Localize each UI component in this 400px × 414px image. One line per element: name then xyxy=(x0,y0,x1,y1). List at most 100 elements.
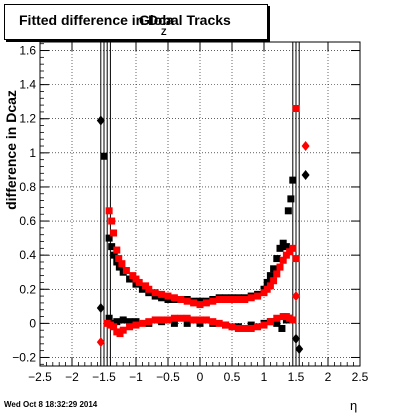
x-tick-label: 1 xyxy=(261,370,268,384)
data-point-square xyxy=(105,314,113,322)
data-point-square xyxy=(183,319,191,327)
y-tick-label: 1.6 xyxy=(19,44,36,58)
data-point-square xyxy=(158,290,166,298)
data-point-square xyxy=(118,260,126,268)
timestamp: Wed Oct 8 18:32:29 2014 xyxy=(4,400,98,409)
data-point-square xyxy=(241,295,249,303)
data-point-square xyxy=(119,316,127,324)
data-point-square xyxy=(273,255,281,263)
title-box: Fitted difference in Dca Z Global Tracks xyxy=(4,4,268,40)
data-point-square xyxy=(260,321,268,329)
data-point-square xyxy=(282,243,290,251)
x-tick-label: 2 xyxy=(325,370,332,384)
data-point-square xyxy=(284,207,292,215)
data-point-square xyxy=(126,318,134,326)
x-tick-label: −2 xyxy=(65,370,79,384)
data-point-square xyxy=(222,295,230,303)
data-point-square xyxy=(273,319,281,327)
data-point-square xyxy=(145,285,153,293)
data-point-square xyxy=(135,278,143,286)
data-point-square xyxy=(209,297,217,305)
data-point-square xyxy=(289,316,297,324)
x-tick-label: 2.5 xyxy=(352,370,369,384)
chart-title-subscript: Z xyxy=(161,27,167,37)
data-point-square xyxy=(170,319,178,327)
data-point-square xyxy=(222,321,230,329)
data-point-square xyxy=(108,243,116,251)
data-point-square xyxy=(190,299,198,307)
data-point-square xyxy=(234,295,242,303)
data-point-square xyxy=(115,255,123,263)
data-point-square xyxy=(292,255,300,263)
data-point-diamond xyxy=(301,170,310,181)
data-point-square xyxy=(196,316,204,324)
x-tick-label: 1.5 xyxy=(288,370,305,384)
data-point-square xyxy=(151,316,159,324)
axis-ticks xyxy=(39,42,361,366)
data-point-square xyxy=(202,316,210,324)
x-tick-label: −1 xyxy=(129,370,143,384)
data-point-diamond xyxy=(295,343,304,354)
data-point-diamond xyxy=(96,303,105,314)
data-point-square xyxy=(278,324,286,332)
data-point-square xyxy=(170,294,178,302)
axis-tick-labels: −2.5 −2 −1.5 −1 −0.5 0 0.5 1 1.5 2 2.5 −0.2 0 0.2 0.4 0… xyxy=(12,44,368,384)
x-tick-label: −1.5 xyxy=(92,370,116,384)
data-point-square xyxy=(126,323,134,331)
data-point-square xyxy=(190,316,198,324)
data-point-square xyxy=(122,267,130,275)
y-tick-label: 0.8 xyxy=(19,180,36,194)
data-point-square xyxy=(105,234,113,242)
data-point-square xyxy=(105,207,113,215)
x-tick-label: 0 xyxy=(197,370,204,384)
data-point-square xyxy=(158,316,166,324)
data-point-square xyxy=(170,314,178,322)
data-point-square xyxy=(164,316,172,324)
data-point-square xyxy=(279,256,287,264)
data-point-square xyxy=(100,152,108,160)
data-point-diamond xyxy=(96,337,105,348)
y-tick-label: 1.4 xyxy=(19,78,36,92)
data-point-diamond xyxy=(292,333,300,344)
x-tick-label: −0.5 xyxy=(156,370,180,384)
x-axis-label: η xyxy=(350,398,358,413)
data-point-diamond xyxy=(292,291,300,302)
data-point-square xyxy=(270,265,278,273)
data-point-square xyxy=(287,195,295,203)
data-point-square xyxy=(138,319,146,327)
x-tick-label: −2.5 xyxy=(28,370,52,384)
data-point-square xyxy=(273,314,281,322)
chart-title: Fitted difference in Dca xyxy=(19,12,174,28)
y-tick-label: 0.6 xyxy=(19,214,36,228)
data-point-square xyxy=(266,272,274,280)
data-point-square xyxy=(108,217,116,225)
data-point-square xyxy=(183,314,191,322)
data-point-square xyxy=(292,105,300,113)
data-point-square xyxy=(151,289,159,297)
y-tick-label: −0.2 xyxy=(12,350,36,364)
data-point-square xyxy=(234,324,242,332)
x-tick-label: 0.5 xyxy=(224,370,241,384)
y-tick-label: 0.2 xyxy=(19,282,36,296)
data-point-square xyxy=(266,282,274,290)
data-point-square xyxy=(145,318,153,326)
chart-title-tail: Global Tracks xyxy=(139,12,231,28)
data-point-square xyxy=(241,324,249,332)
data-points xyxy=(96,105,310,354)
data-point-square xyxy=(110,251,118,259)
data-point-square xyxy=(247,294,255,302)
data-point-square xyxy=(215,295,223,303)
data-point-square xyxy=(183,297,191,305)
y-tick-label: 1 xyxy=(29,146,36,160)
data-point-square xyxy=(289,176,297,184)
data-point-diamond xyxy=(96,115,105,126)
y-tick-label: 0 xyxy=(29,316,36,330)
y-tick-label: 0.4 xyxy=(19,248,36,262)
data-point-square xyxy=(228,323,236,331)
data-point-square xyxy=(110,323,118,331)
data-point-square xyxy=(110,229,118,237)
data-point-square xyxy=(276,263,284,271)
data-point-square xyxy=(119,326,127,334)
data-point-square xyxy=(202,299,210,307)
